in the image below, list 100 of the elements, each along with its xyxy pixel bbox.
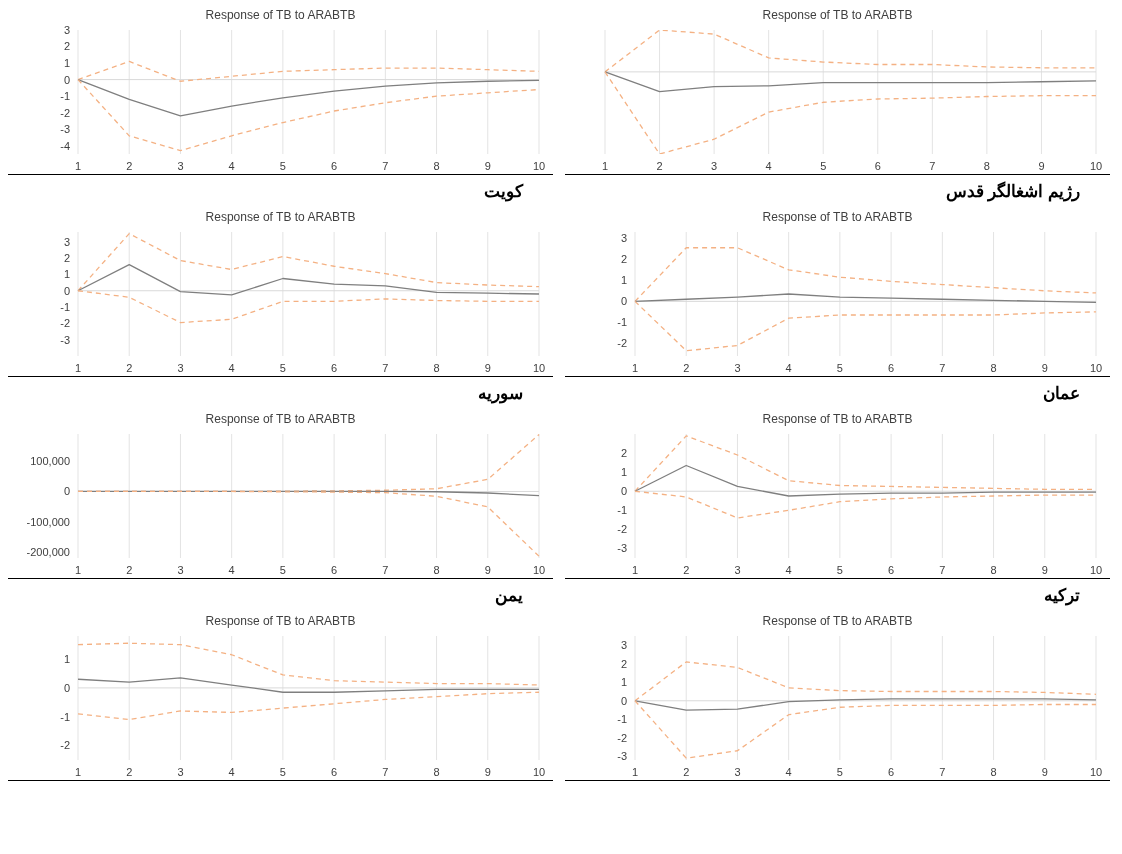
x-tick-label: 7 [382, 361, 389, 374]
x-tick-label: 6 [888, 765, 895, 778]
x-tick-label: 5 [836, 361, 843, 374]
x-tick-label: 2 [126, 159, 133, 172]
x-tick-label: 8 [990, 563, 997, 576]
y-tick-label: -2 [60, 106, 70, 119]
y-tick-label: 0 [620, 694, 627, 707]
x-tick-label: 8 [983, 159, 990, 172]
x-tick-label: 1 [74, 765, 82, 778]
x-tick-label: 10 [1089, 361, 1103, 374]
x-tick-label: 7 [939, 765, 946, 778]
y-tick-label: 3 [620, 232, 627, 245]
y-tick-label: 0 [63, 485, 70, 498]
x-tick-label: 10 [1089, 159, 1103, 172]
x-tick-label: 9 [1038, 159, 1045, 172]
y-tick-label: -1 [617, 316, 627, 329]
x-tick-label: 3 [177, 159, 184, 172]
y-tick-label: 2 [620, 446, 627, 459]
text: یمن [495, 586, 523, 605]
y-tick-label: 3 [620, 639, 627, 652]
x-tick-label: 6 [888, 563, 895, 576]
y-tick-label: -100,000 [26, 515, 70, 528]
x-tick-label: 8 [433, 563, 440, 576]
x-tick-label: 1 [74, 159, 82, 172]
x-tick-label: 1 [74, 361, 82, 374]
x-tick-label: 5 [820, 159, 827, 172]
x-tick-label: 9 [1041, 361, 1048, 374]
text: سوریه [478, 384, 523, 403]
x-tick-label: 7 [939, 361, 946, 374]
x-tick-label: 4 [785, 563, 792, 576]
y-tick-label: 3 [63, 235, 70, 248]
x-tick-label: 2 [683, 765, 690, 778]
x-tick-label: 6 [331, 361, 338, 374]
x-tick-label: 10 [1089, 765, 1103, 778]
x-tick-label: 3 [177, 563, 184, 576]
x-tick-label: 2 [126, 765, 133, 778]
x-tick-label: 9 [1041, 563, 1048, 576]
x-tick-label: 6 [888, 361, 895, 374]
x-tick-label: 1 [631, 563, 639, 576]
x-tick-label: 10 [532, 765, 546, 778]
y-tick-label: 0 [63, 284, 70, 297]
y-tick-label: -200,000 [26, 545, 70, 558]
x-tick-label: 5 [279, 159, 286, 172]
x-tick-label: 5 [836, 765, 843, 778]
x-tick-label: 6 [331, 563, 338, 576]
y-tick-label: -1 [60, 300, 70, 313]
x-tick-label: 9 [484, 765, 491, 778]
x-tick-label: 7 [382, 563, 389, 576]
x-tick-label: 2 [126, 563, 133, 576]
x-tick-label: 5 [279, 563, 286, 576]
y-tick-label: 2 [63, 252, 70, 265]
x-tick-label: 9 [484, 159, 491, 172]
text: عمان [1043, 384, 1080, 403]
y-tick-label: 100,000 [30, 455, 70, 468]
x-tick-label: 3 [734, 765, 741, 778]
x-tick-label: 1 [74, 563, 82, 576]
x-tick-label: 3 [734, 563, 741, 576]
x-tick-label: 9 [1041, 765, 1048, 778]
x-tick-label: 1 [631, 361, 639, 374]
y-tick-label: 0 [63, 681, 70, 694]
x-tick-label: 2 [683, 563, 690, 576]
x-tick-label: 3 [177, 361, 184, 374]
y-tick-label: -1 [617, 713, 627, 726]
x-tick-label: 4 [765, 159, 772, 172]
x-tick-label: 7 [939, 563, 946, 576]
y-tick-label: 0 [620, 485, 627, 498]
y-tick-label: -3 [60, 333, 70, 346]
x-tick-label: 8 [990, 765, 997, 778]
y-tick-label: -2 [617, 337, 627, 350]
x-tick-label: 4 [785, 361, 792, 374]
text: رژیم اشغالگر قدس [945, 182, 1080, 201]
chart-title: Response of TB to ARABTB [204, 412, 357, 428]
y-tick-label: 3 [63, 23, 70, 36]
x-tick-label: 10 [532, 563, 546, 576]
y-tick-label: -2 [617, 731, 627, 744]
x-tick-label: 2 [656, 159, 663, 172]
y-tick-label: -1 [617, 504, 627, 517]
chart-title: Response of TB to ARABTB [761, 8, 914, 24]
x-tick-label: 10 [532, 159, 546, 172]
x-tick-label: 5 [279, 361, 286, 374]
y-tick-label: -2 [60, 739, 70, 752]
x-tick-label: 4 [785, 765, 792, 778]
x-tick-label: 7 [929, 159, 936, 172]
y-tick-label: -3 [60, 123, 70, 136]
y-tick-label: 1 [63, 56, 70, 69]
x-tick-label: 3 [711, 159, 718, 172]
x-tick-label: 10 [1089, 563, 1103, 576]
x-tick-label: 10 [532, 361, 546, 374]
x-tick-label: 3 [734, 361, 741, 374]
y-tick-label: -4 [60, 139, 70, 152]
x-tick-label: 6 [874, 159, 881, 172]
x-tick-label: 4 [228, 361, 235, 374]
x-tick-label: 3 [177, 765, 184, 778]
y-tick-label: 2 [620, 657, 627, 670]
x-tick-label: 6 [331, 159, 338, 172]
y-tick-label: -1 [60, 710, 70, 723]
y-tick-label: 2 [63, 40, 70, 53]
y-tick-label: 1 [620, 274, 627, 287]
y-tick-label: -2 [617, 523, 627, 536]
y-tick-label: 0 [620, 295, 627, 308]
